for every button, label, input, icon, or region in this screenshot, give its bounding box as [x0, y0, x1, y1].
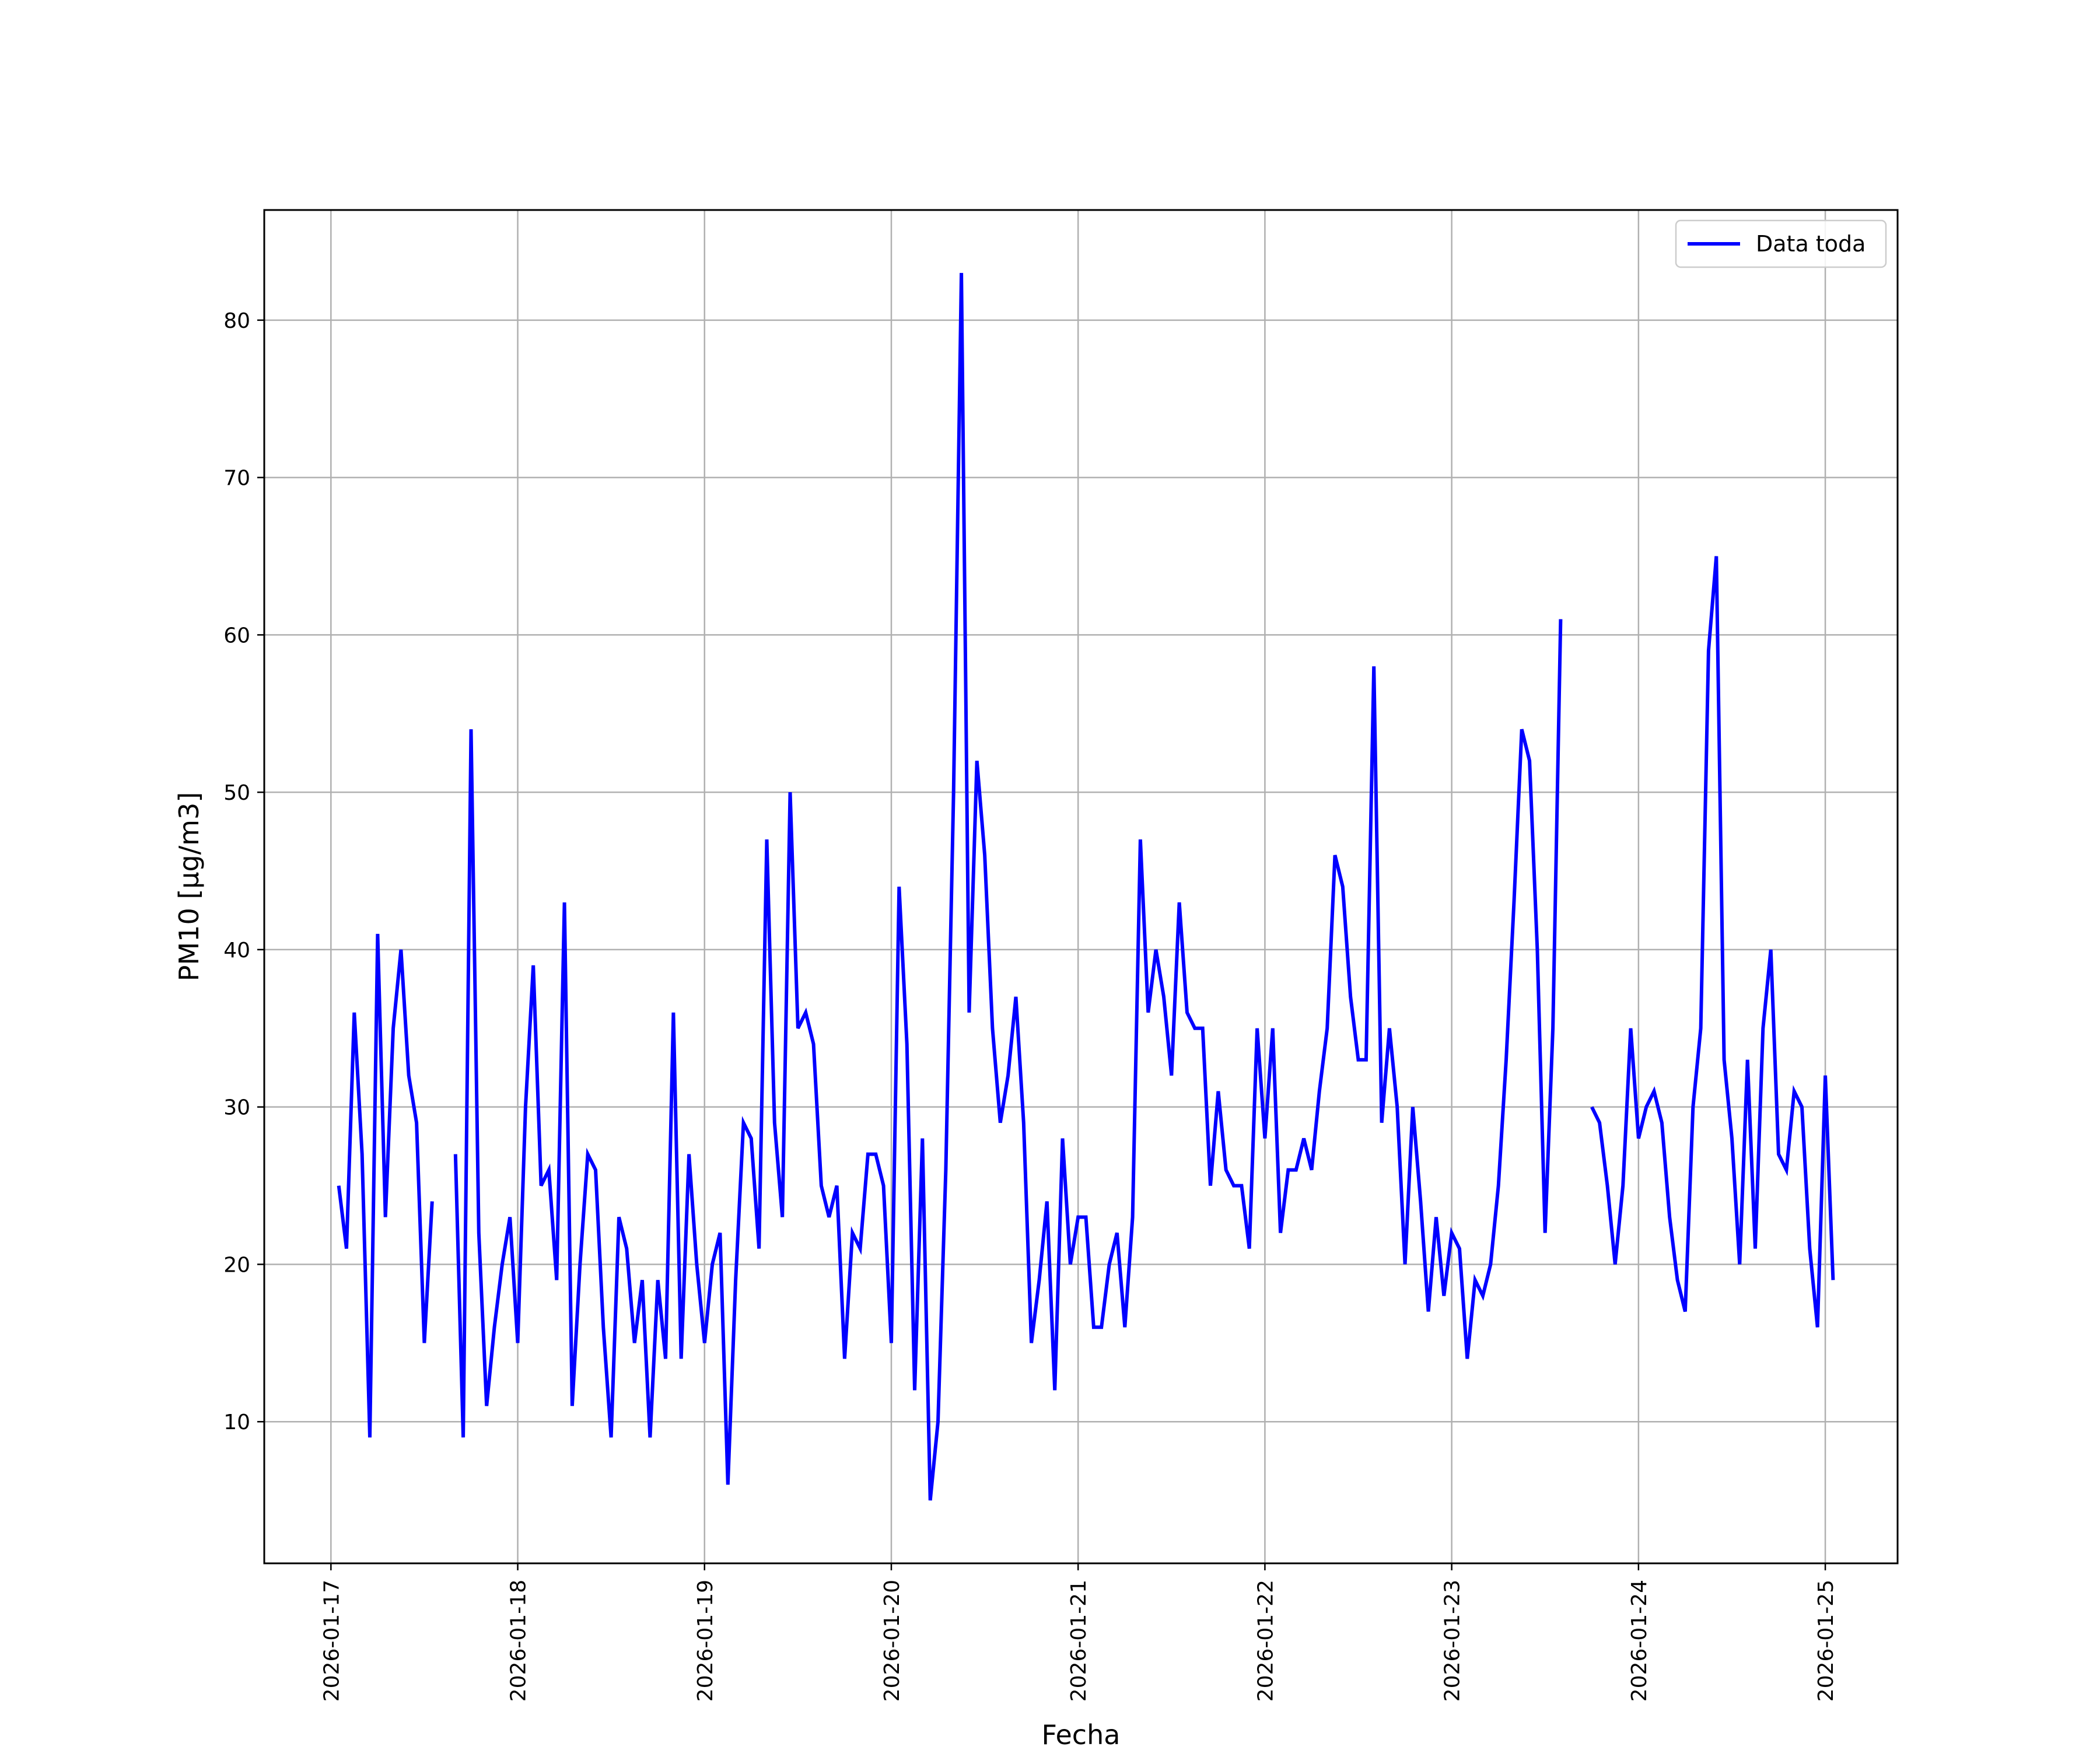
y-tick-label: 10: [223, 1410, 250, 1434]
y-tick-label: 20: [223, 1253, 250, 1277]
x-tick-label: 2026-01-20: [880, 1580, 904, 1702]
x-tick-label: 2026-01-17: [320, 1580, 344, 1702]
x-tick-label: 2026-01-23: [1441, 1580, 1465, 1702]
x-axis-title: Fecha: [1042, 1719, 1121, 1750]
y-tick-label: 50: [223, 781, 250, 805]
x-axis-ticks: 2026-01-17 2026-01-18 2026-01-19 2026-01-20…: [320, 1563, 1838, 1702]
y-axis-title: PM10 [µg/m3]: [173, 792, 205, 982]
x-tick-label: 2026-01-21: [1067, 1580, 1091, 1702]
y-tick-label: 30: [223, 1096, 250, 1120]
x-tick-label: 2026-01-24: [1628, 1580, 1651, 1702]
y-tick-label: 60: [223, 624, 250, 648]
y-tick-label: 80: [223, 309, 250, 333]
y-tick-label: 40: [223, 939, 250, 963]
series-lines: [337, 272, 1835, 1501]
x-tick-label: 2026-01-18: [507, 1580, 531, 1702]
y-tick-label: 70: [223, 467, 250, 491]
y-axis-ticks: 10 20 30 40 50 60 70 80: [223, 309, 264, 1434]
series-line-segment: [1590, 556, 1835, 1328]
legend-box: [1675, 219, 1887, 268]
legend: Data toda: [1675, 219, 1887, 268]
plot-area: [264, 210, 1898, 1563]
x-tick-label: 2026-01-22: [1254, 1580, 1278, 1702]
legend-label-data-toda: Data toda: [1756, 231, 1866, 257]
x-tick-label: 2026-01-19: [694, 1580, 718, 1702]
plot-frame: [263, 209, 1899, 1564]
series-line-segment: [337, 933, 434, 1438]
series-line-segment: [453, 272, 1563, 1501]
x-tick-label: 2026-01-25: [1814, 1580, 1838, 1702]
